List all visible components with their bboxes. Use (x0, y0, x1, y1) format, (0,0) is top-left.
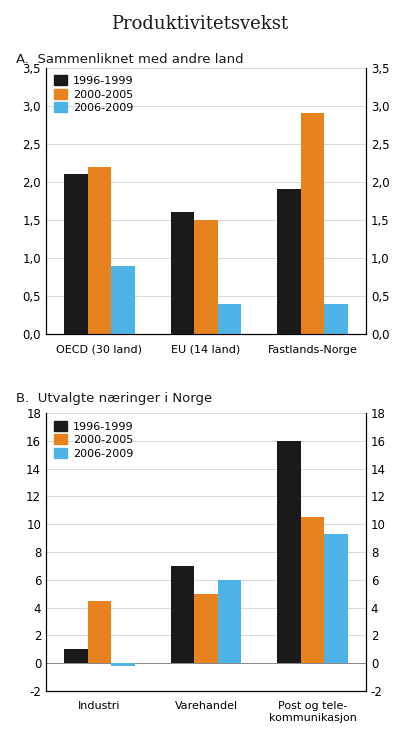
Bar (194, 220, 218, 334)
Bar (171, 566, 194, 663)
Legend: 1996-1999, 2000-2005, 2006-2009: 1996-1999, 2000-2005, 2006-2009 (52, 418, 136, 461)
Bar (88, 167, 111, 334)
Bar (88, 601, 111, 663)
Legend: 1996-1999, 2000-2005, 2006-2009: 1996-1999, 2000-2005, 2006-2009 (52, 73, 136, 116)
Bar (64, 174, 88, 334)
Text: A.  Sammenliknet med andre land: A. Sammenliknet med andre land (16, 53, 244, 65)
Bar (64, 649, 88, 663)
Bar (278, 189, 301, 334)
Text: Produktivitetsvekst: Produktivitetsvekst (112, 15, 288, 33)
Bar (324, 303, 348, 334)
Bar (278, 441, 301, 663)
Bar (194, 593, 218, 663)
Bar (171, 213, 194, 334)
Bar (218, 580, 241, 663)
Text: B.  Utvalgte næringer i Norge: B. Utvalgte næringer i Norge (16, 392, 212, 405)
Bar (301, 113, 324, 334)
Bar (324, 534, 348, 663)
Bar (301, 517, 324, 663)
Bar (111, 663, 134, 666)
Bar (111, 266, 134, 334)
Bar (218, 303, 241, 334)
